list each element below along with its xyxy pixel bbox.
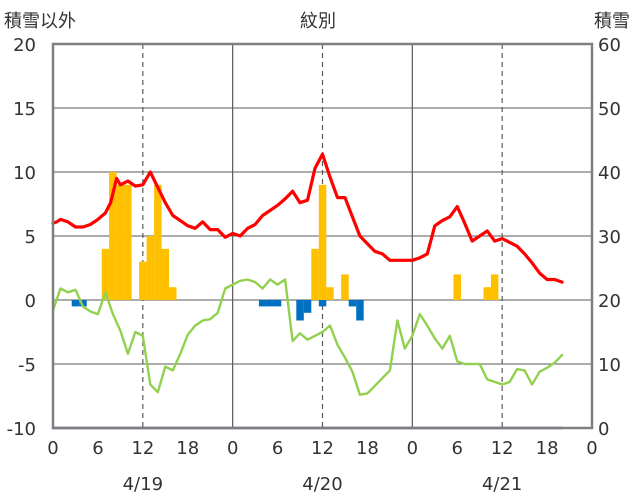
blue-bars-bar	[258, 300, 267, 307]
blue-bars-bar	[273, 300, 282, 307]
orange-bars-bar	[326, 287, 334, 300]
orange-bars-bar	[124, 184, 132, 300]
left-ytick-label: 0	[25, 291, 36, 312]
blue-bars-bar	[71, 300, 80, 307]
date-label: 4/21	[482, 474, 522, 495]
right-ytick-label: 40	[598, 163, 621, 184]
date-label: 4/20	[302, 474, 342, 495]
orange-bars-bar	[154, 184, 162, 300]
right-ytick-label: 10	[598, 355, 621, 376]
orange-bars-bar	[101, 248, 110, 300]
xtick-label: 0	[586, 438, 597, 459]
chart-title: 紋別	[300, 11, 336, 32]
xtick-label: 12	[491, 438, 514, 459]
left-ytick-label: 5	[25, 227, 36, 248]
blue-bars-bar	[356, 300, 364, 321]
left-ytick-label: 15	[13, 99, 36, 120]
xtick-label: 6	[452, 438, 463, 459]
date-label: 4/19	[123, 474, 163, 495]
right-ytick-label: 60	[598, 35, 621, 56]
xtick-label: 12	[131, 438, 154, 459]
blue-bars-bar	[266, 300, 274, 307]
green-line-series	[51, 278, 564, 396]
orange-bars-bar	[139, 261, 147, 300]
orange-bars-bar	[341, 274, 349, 300]
xtick-label: 18	[176, 438, 199, 459]
xtick-label: 18	[536, 438, 559, 459]
orange-bars-bar	[318, 184, 327, 300]
orange-bars-bar	[311, 248, 319, 300]
plot-frame	[51, 42, 594, 430]
blue-bars-bar	[79, 300, 87, 307]
blue-bars-bar	[348, 300, 357, 307]
temperature-series	[51, 152, 564, 284]
xtick-label: 12	[311, 438, 334, 459]
left-ytick-label: -10	[7, 419, 36, 440]
orange-bars-bar	[116, 184, 125, 300]
blue-bars-bar	[303, 300, 312, 313]
left-ytick-label: 10	[13, 163, 36, 184]
orange-bars-bar	[109, 172, 117, 300]
left-ytick-label: 20	[13, 35, 36, 56]
orange-bars-bar	[483, 287, 491, 300]
xtick-label: 6	[272, 438, 283, 459]
xtick-label: 0	[407, 438, 418, 459]
right-ytick-label: 30	[598, 227, 621, 248]
plot-border	[51, 42, 594, 430]
orange-bars-bar	[146, 236, 155, 300]
xtick-label: 0	[47, 438, 58, 459]
bars	[71, 172, 499, 321]
xtick-label: 6	[92, 438, 103, 459]
left-ytick-label: -5	[18, 355, 36, 376]
right-axis-label: 積雪	[594, 11, 630, 32]
orange-bars-bar	[490, 274, 499, 300]
right-ytick-label: 0	[598, 419, 609, 440]
blue-bars-bar	[318, 300, 327, 307]
xtick-label: 18	[356, 438, 379, 459]
orange-bars-bar	[453, 274, 461, 300]
orange-bars-bar	[161, 248, 169, 300]
right-ytick-label: 20	[598, 291, 621, 312]
xtick-label: 0	[227, 438, 238, 459]
blue-bars-bar	[296, 300, 304, 321]
left-axis-label: 積雪以外	[4, 11, 76, 32]
right-ytick-label: 50	[598, 99, 621, 120]
orange-bars-bar	[169, 287, 177, 300]
